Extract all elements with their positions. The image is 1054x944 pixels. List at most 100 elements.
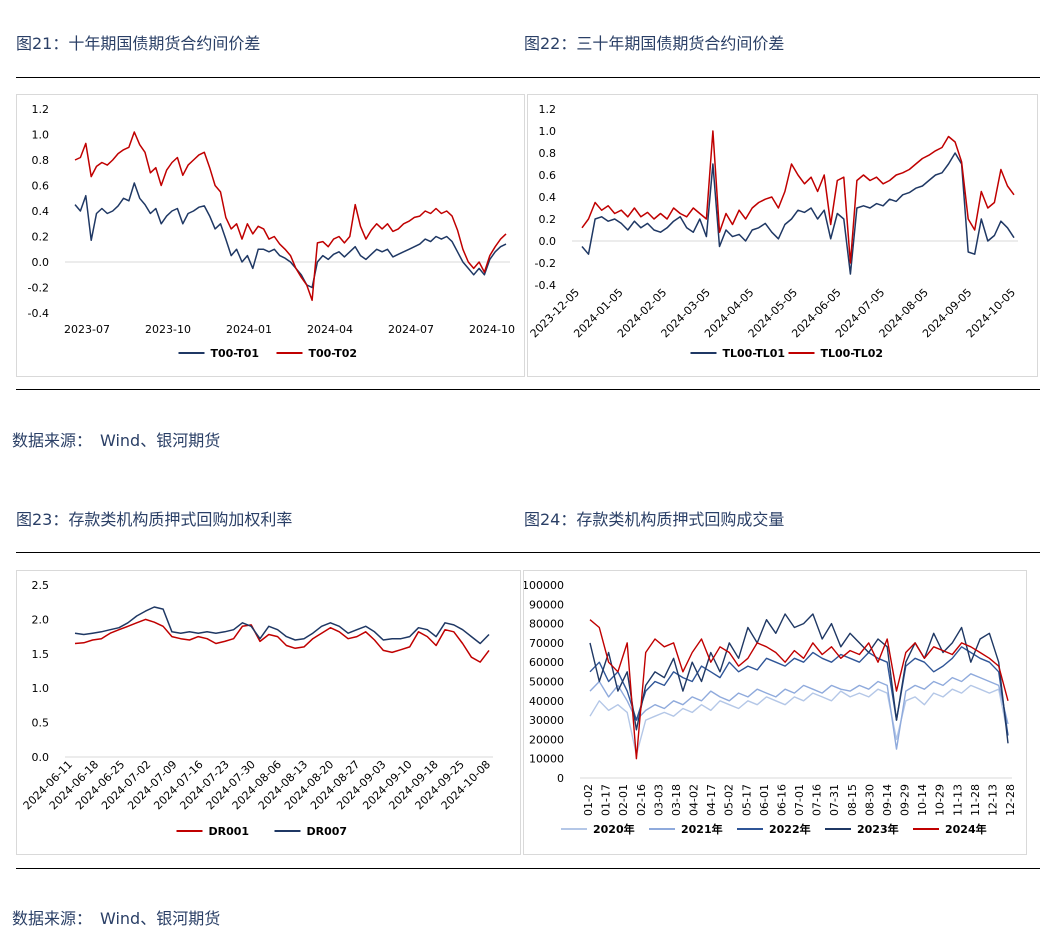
legend-label: T00-T01 — [211, 347, 260, 360]
y-tick-label: 0.4 — [539, 191, 557, 204]
x-tick-label: 11-28 — [969, 784, 982, 816]
x-tick-label: 09-29 — [899, 784, 912, 816]
x-tick-label: 01-02 — [582, 784, 595, 816]
y-tick-label: -0.2 — [535, 257, 556, 270]
x-tick-label: 05-02 — [723, 784, 736, 816]
series-line-3 — [589, 613, 1009, 744]
x-tick-label: 08-30 — [863, 784, 876, 816]
legend-label: 2024年 — [945, 822, 987, 836]
legend-label: TL00-TL01 — [723, 347, 786, 360]
x-tick-label: 04-02 — [688, 784, 701, 816]
x-tick-label: 07-16 — [811, 784, 824, 816]
y-tick-label: 0.0 — [32, 751, 50, 764]
x-tick-label: 2024-01 — [226, 323, 272, 336]
y-tick-label: 100000 — [524, 579, 564, 592]
y-tick-label: -0.4 — [28, 307, 49, 320]
legend-label: 2021年 — [681, 822, 723, 836]
x-tick-label: 01-17 — [600, 784, 613, 816]
top-rule-1 — [16, 77, 1040, 78]
y-tick-label: 10000 — [529, 753, 564, 766]
y-tick-label: 0.0 — [539, 235, 557, 248]
legend-label: TL00-TL02 — [821, 347, 884, 360]
x-tick-label: 10-29 — [934, 784, 947, 816]
y-tick-label: 1.0 — [32, 682, 50, 695]
y-tick-label: 0.0 — [32, 256, 50, 269]
x-tick-label: 12-13 — [986, 784, 999, 816]
chart-fig22: 1.21.00.80.60.40.20.0-0.2-0.42023-12-052… — [528, 103, 1018, 360]
y-tick-label: 2.5 — [32, 579, 50, 592]
chart-fig24: 1000009000080000700006000050000400003000… — [522, 579, 1017, 836]
legend-label: DR001 — [209, 825, 250, 838]
x-tick-label: 08-15 — [846, 784, 859, 816]
x-tick-label: 09-14 — [881, 784, 894, 816]
series-line-1 — [74, 606, 490, 645]
series-line-1 — [589, 673, 1009, 750]
chart-panel-fig23: 2.5 2.0 1.5 1.0 0.5 0.0 2024-06-11 2024-06-18 20… — [16, 570, 521, 855]
y-tick-label: 0.2 — [539, 213, 557, 226]
x-tick-label: 11-13 — [951, 784, 964, 816]
x-tick-label: 02-01 — [617, 784, 630, 816]
series-line-0 — [74, 618, 490, 663]
y-tick-label: 90000 — [529, 598, 564, 611]
data-source-1: 数据来源： Wind、银河期货 — [12, 431, 221, 450]
y-tick-label: 20000 — [529, 733, 564, 746]
series-line-0 — [589, 684, 1009, 756]
y-tick-label: 0.8 — [32, 154, 50, 167]
x-tick-label: 03-03 — [652, 784, 665, 816]
bottom-rule-2 — [16, 868, 1040, 869]
chart-panel-fig22: 1.2 1.0 0.8 0.6 0.4 0.2 0.0 -0.2 -0.4 2023-12-05 2… — [527, 94, 1038, 377]
chart-fig23: 2.52.01.51.00.50.02024-06-112024-06-1820… — [21, 579, 493, 838]
x-tick-label: 12-28 — [1004, 784, 1017, 816]
series-line-4 — [589, 619, 1009, 760]
x-tick-label: 2024-07 — [388, 323, 434, 336]
y-tick-label: 1.0 — [539, 125, 557, 138]
chart-panel-fig21: 1.2 1.0 0.8 0.6 0.4 0.2 0.0 -0.2 -0.4 2023-07 2023… — [16, 94, 525, 377]
legend-label: 2023年 — [857, 822, 899, 836]
chart-fig21: 1.2 1.0 0.8 0.6 0.4 0.2 0.0 -0.2 -0.4 2023-07 2023… — [28, 103, 515, 360]
y-tick-label: 2.0 — [32, 613, 50, 626]
legend-label: DR007 — [307, 825, 348, 838]
top-rule-2 — [16, 552, 1040, 553]
chart-panel-fig24: 100000 90000 80000 70000 60000 50000 40000 3000… — [522, 570, 1027, 855]
y-tick-label: -0.2 — [28, 282, 49, 295]
y-tick-label: 0.6 — [539, 169, 557, 182]
fig23-title: 图23：存款类机构质押式回购加权利率 — [16, 510, 293, 529]
series-line-2 — [589, 646, 1009, 736]
fig22-title: 图22：三十年期国债期货合约间价差 — [524, 34, 785, 53]
x-tick-label: 2024-04 — [307, 323, 353, 336]
y-tick-label: 0.6 — [32, 180, 50, 193]
series-line-0 — [581, 152, 1015, 275]
y-tick-label: 1.2 — [539, 103, 557, 116]
series-line-1 — [74, 131, 507, 302]
legend-label: 2022年 — [769, 822, 811, 836]
y-tick-label: 50000 — [529, 676, 564, 689]
x-tick-label: 03-18 — [670, 784, 683, 816]
x-tick-label: 07-31 — [828, 784, 841, 816]
y-tick-label: 40000 — [529, 695, 564, 708]
series-line-1 — [581, 130, 1015, 264]
x-tick-label: 2024-10 — [469, 323, 515, 336]
data-source-2: 数据来源： Wind、银河期货 — [12, 909, 221, 928]
y-tick-label: 0.8 — [539, 147, 557, 160]
y-tick-label: -0.4 — [535, 279, 556, 292]
y-tick-label: 1.0 — [32, 129, 50, 142]
y-tick-label: 80000 — [529, 618, 564, 631]
y-tick-label: 0.4 — [32, 205, 50, 218]
x-tick-label: 06-16 — [775, 784, 788, 816]
x-tick-label: 10-14 — [916, 784, 929, 816]
y-tick-label: 1.5 — [32, 648, 50, 661]
x-tick-label: 02-16 — [635, 784, 648, 816]
series-line-0 — [74, 182, 507, 289]
y-tick-label: 60000 — [529, 656, 564, 669]
x-tick-label: 04-17 — [705, 784, 718, 816]
x-tick-label: 05-17 — [740, 784, 753, 816]
x-tick-label: 06-01 — [758, 784, 771, 816]
fig21-title: 图21：十年期国债期货合约间价差 — [16, 34, 261, 53]
x-tick-label: 2023-10 — [145, 323, 191, 336]
y-tick-label: 0.2 — [32, 231, 50, 244]
legend-label: T00-T02 — [309, 347, 358, 360]
y-tick-label: 1.2 — [32, 103, 50, 116]
y-tick-label: 0 — [557, 772, 564, 785]
bottom-rule-1 — [16, 389, 1040, 390]
y-tick-label: 0.5 — [32, 717, 50, 730]
